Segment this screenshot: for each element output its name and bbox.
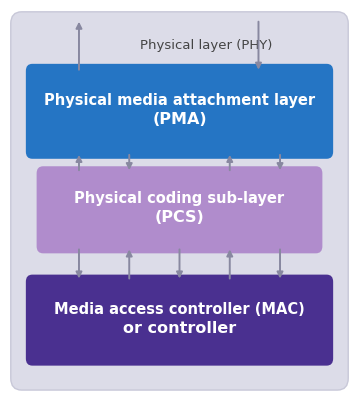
FancyBboxPatch shape [26,64,333,159]
FancyBboxPatch shape [11,12,348,390]
Text: Physical media attachment layer: Physical media attachment layer [44,93,315,108]
Text: or controller: or controller [123,320,236,336]
Text: Physical coding sub-layer: Physical coding sub-layer [74,191,285,206]
Text: (PCS): (PCS) [155,210,204,225]
Text: Media access controller (MAC): Media access controller (MAC) [54,301,305,317]
Text: (PMA): (PMA) [152,112,207,127]
FancyBboxPatch shape [26,275,333,366]
FancyBboxPatch shape [37,166,322,253]
Text: Physical layer (PHY): Physical layer (PHY) [140,39,272,52]
